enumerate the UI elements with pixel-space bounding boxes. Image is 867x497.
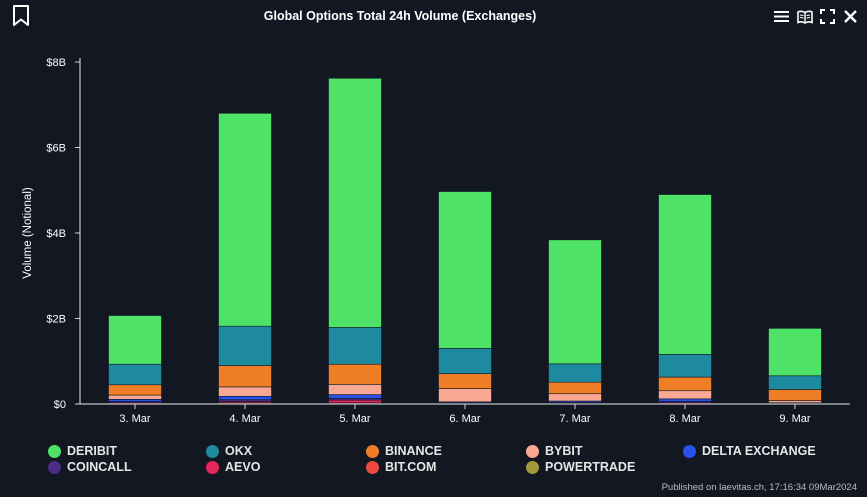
bar-segment-okx[interactable] xyxy=(658,354,712,378)
bar-segment-deribit[interactable] xyxy=(548,239,602,365)
bar-segment-bybit[interactable] xyxy=(328,384,382,395)
bar-series xyxy=(108,77,822,405)
legend-label: OKX xyxy=(225,444,253,458)
bar-segment-binance[interactable] xyxy=(328,363,382,385)
bar-segment-bybit[interactable] xyxy=(108,394,162,400)
legend-marker xyxy=(48,444,61,458)
legend-label: BINANCE xyxy=(385,444,442,458)
bar-segment-delta-exchange[interactable] xyxy=(328,394,382,399)
book-icon[interactable] xyxy=(796,8,813,25)
legend-label: DERIBIT xyxy=(67,444,117,458)
bar-segment-okx[interactable] xyxy=(768,375,822,390)
bar-segment-binance[interactable] xyxy=(548,381,602,395)
bar-segment-aevo[interactable] xyxy=(328,399,382,404)
close-icon[interactable] xyxy=(842,8,859,25)
legend-marker xyxy=(526,444,539,458)
bar-segment-bybit[interactable] xyxy=(548,393,602,402)
bar-segment-binance[interactable] xyxy=(218,365,272,388)
bar-segment-deribit[interactable] xyxy=(218,113,272,327)
bar-segment-binance[interactable] xyxy=(438,373,492,389)
bar-segment-bybit[interactable] xyxy=(658,390,712,400)
bar-segment-okx[interactable] xyxy=(548,363,602,383)
bar-segment-bybit[interactable] xyxy=(438,388,492,403)
y-axis-ticks: $0 $2B $4B $6B $8B xyxy=(46,57,80,411)
legend-label: DELTA EXCHANGE xyxy=(702,444,816,458)
legend-item-coincall[interactable]: COINCALL xyxy=(48,460,132,474)
x-axis-ticks: 3. Mar 4. Mar 5. Mar 6. Mar 7. Mar 8. Mar 9. M… xyxy=(119,404,811,425)
legend-label: COINCALL xyxy=(67,460,132,474)
legend-item-bybit[interactable]: BYBIT xyxy=(526,444,583,458)
bar-segment-bybit[interactable] xyxy=(768,400,822,404)
legend-item-aevo[interactable]: AEVO xyxy=(206,460,260,474)
y-tick-label: $8B xyxy=(46,57,66,69)
bar-segment-binance[interactable] xyxy=(658,376,712,392)
menu-icon[interactable] xyxy=(773,8,790,25)
bar-segment-delta-exchange[interactable] xyxy=(658,398,712,402)
x-tick-label: 6. Mar xyxy=(449,413,481,425)
x-tick-label: 9. Mar xyxy=(779,413,811,425)
legend-marker xyxy=(48,460,61,474)
x-tick-label: 7. Mar xyxy=(559,413,591,425)
legend-label: AEVO xyxy=(225,460,261,474)
x-tick-label: 5. Mar xyxy=(339,413,371,425)
legend-marker xyxy=(683,444,696,458)
y-tick-label: $6B xyxy=(46,143,66,155)
fullscreen-icon[interactable] xyxy=(819,8,836,25)
bar-segment-delta-exchange[interactable] xyxy=(218,396,272,401)
bar-segment-binance[interactable] xyxy=(108,384,162,396)
bar-segment-okx[interactable] xyxy=(108,363,162,386)
legend-marker xyxy=(366,444,379,458)
legend-marker xyxy=(366,460,379,474)
legend-item-deribit[interactable]: DERIBIT xyxy=(48,444,117,458)
bar-segment-okx[interactable] xyxy=(218,325,272,366)
legend-label: BIT.COM xyxy=(385,460,437,474)
x-tick-label: 8. Mar xyxy=(669,413,701,425)
legend-item-bit-com[interactable]: BIT.COM xyxy=(366,460,436,474)
publish-credit: Published on laevitas.ch, 17:16:34 09Mar… xyxy=(661,482,857,493)
bar-segment-okx[interactable] xyxy=(328,327,382,365)
chart-toolbar xyxy=(773,8,859,25)
legend-label: POWERTRADE xyxy=(545,460,636,474)
legend-item-binance[interactable]: BINANCE xyxy=(366,444,442,458)
bar-segment-okx[interactable] xyxy=(438,348,492,374)
legend-item-powertrade[interactable]: POWERTRADE xyxy=(526,460,635,474)
bar-segment-deribit[interactable] xyxy=(108,315,162,365)
bar-segment-deribit[interactable] xyxy=(658,194,712,355)
y-tick-label: $0 xyxy=(54,399,66,411)
bar-segment-deribit[interactable] xyxy=(328,77,382,328)
legend-marker xyxy=(206,460,219,474)
legend-label: BYBIT xyxy=(545,444,583,458)
bar-segment-deribit[interactable] xyxy=(438,191,492,349)
x-tick-label: 3. Mar xyxy=(119,413,151,425)
y-axis-label: Volume (Notional) xyxy=(22,187,34,279)
bar-segment-deribit[interactable] xyxy=(768,328,822,377)
x-tick-label: 4. Mar xyxy=(229,413,261,425)
y-tick-label: $4B xyxy=(46,228,66,240)
stacked-bar-chart: Volume (Notional) $0 $2B $4B $6B $8B 3. Mar 4… xyxy=(22,57,850,425)
bar-segment-bybit[interactable] xyxy=(218,386,272,397)
legend-item-delta-exchange[interactable]: DELTA EXCHANGE xyxy=(683,444,816,458)
bookmark-icon[interactable] xyxy=(11,4,31,33)
chart-title: Global Options Total 24h Volume (Exchang… xyxy=(263,9,537,23)
y-tick-label: $2B xyxy=(46,314,66,326)
legend-item-okx[interactable]: OKX xyxy=(206,444,252,458)
legend-marker xyxy=(206,444,219,458)
bar-segment-binance[interactable] xyxy=(768,389,822,401)
legend-marker xyxy=(526,460,539,474)
bar-segment-delta-exchange[interactable] xyxy=(108,398,162,402)
